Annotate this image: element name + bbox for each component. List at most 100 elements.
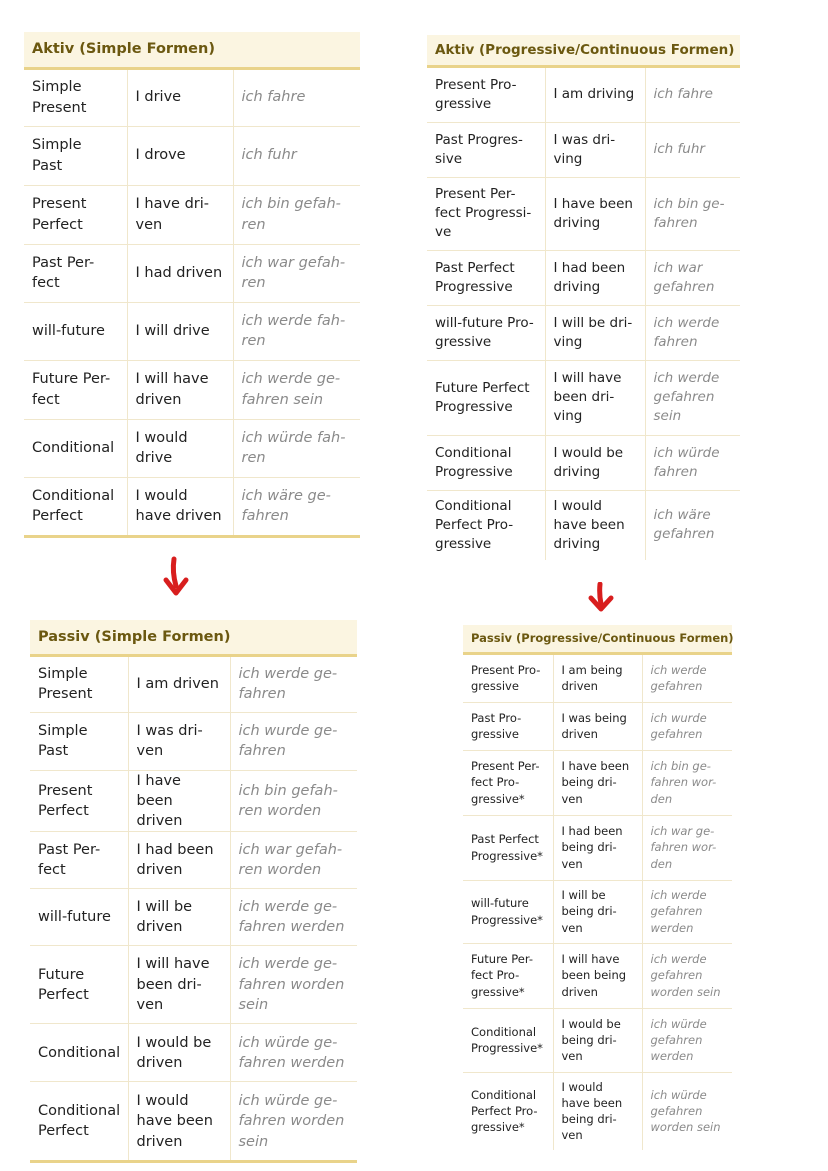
table-title: Passiv (Progressive/Continuous Formen) <box>463 625 734 655</box>
german-cell: ich werde ge- fahren worden sein <box>229 945 358 1025</box>
english-cell: I would drive <box>126 419 233 478</box>
table-row: Conditional Perfect Pro- gressive I would… <box>427 490 741 560</box>
passiv-simple-table: Passiv (Simple Formen) Simple Present I am… <box>30 620 358 1164</box>
table-row: Present Per- fect Progressi- ve I have be… <box>427 177 741 251</box>
english-cell: I was dri- ving <box>544 122 645 178</box>
aktiv-simple-table: Aktiv (Simple Formen) Simple Present I dri… <box>24 32 360 538</box>
term-cell: Past Progres- sive <box>427 122 545 178</box>
term-cell: Simple Past <box>30 712 128 771</box>
term-cell: Past Per- fect <box>24 244 127 303</box>
table-row: Conditional Progressive* I would be being… <box>463 1008 732 1073</box>
english-cell: I drive <box>126 68 233 127</box>
english-cell: I am driven <box>127 655 230 713</box>
table-row: Simple Present I drive ich fahre <box>24 68 360 127</box>
english-cell: I would be driving <box>544 435 645 491</box>
german-cell: ich werde fah- ren <box>232 302 360 361</box>
table-row: Conditional Perfect Pro- gressive* I woul… <box>463 1072 732 1150</box>
table-row: Conditional Perfect I would have been dri… <box>30 1081 358 1164</box>
german-cell: ich bin gefah- ren worden <box>229 770 358 833</box>
german-cell: ich bin ge- fahren <box>644 177 741 251</box>
term-cell: Present Pro- gressive <box>427 66 545 123</box>
term-cell: Present Per- fect Pro- gressive* <box>463 750 553 816</box>
table-row: Future Perfect I will have been dri- ven i… <box>30 945 358 1025</box>
german-cell: ich werde ge- fahren werden <box>229 888 358 947</box>
german-cell: ich war gefah- ren worden <box>229 831 358 890</box>
german-cell: ich werde gefahren <box>641 653 732 703</box>
english-cell: I have been driven <box>127 770 230 833</box>
term-cell: Present Per- fect Progressi- ve <box>427 177 545 251</box>
german-cell: ich werde gefahren werden <box>641 880 732 944</box>
term-cell: Simple Present <box>24 68 127 127</box>
german-cell: ich fuhr <box>644 122 741 178</box>
english-cell: I would have been driving <box>544 490 645 560</box>
table-row: Conditional Perfect I would have driven ic… <box>24 477 360 538</box>
english-cell: I was being driven <box>552 702 642 751</box>
table-row: Future Perfect Progressive I will have be… <box>427 360 741 436</box>
german-cell: ich würde fahren <box>644 435 741 491</box>
term-cell: Future Perfect Progressive <box>427 360 545 436</box>
english-cell: I would have been driven <box>127 1081 230 1164</box>
table-row: Conditional I would be driven ich würde ge… <box>30 1023 358 1083</box>
german-cell: ich werde gefahren sein <box>644 360 741 436</box>
english-cell: I will drive <box>126 302 233 361</box>
english-cell: I will be being dri- ven <box>552 880 642 944</box>
table-row: will-future I will be driven ich werde ge-… <box>30 888 358 947</box>
english-cell: I will have been being driven <box>552 943 642 1009</box>
term-cell: Past Per- fect <box>30 831 128 890</box>
german-cell: ich würde gefahren werden <box>641 1008 732 1073</box>
table-row: Future Per- fect I will have driven ich we… <box>24 360 360 420</box>
german-cell: ich wurde ge- fahren <box>229 712 358 771</box>
table-row: Conditional I would drive ich würde fah- r… <box>24 419 360 478</box>
aktiv-progressive-table: Aktiv (Progressive/Continuous Formen) Pre… <box>427 35 741 560</box>
table-row: will-future Pro- gressive I will be dri- … <box>427 305 741 361</box>
english-cell: I had driven <box>126 244 233 303</box>
table-row: Conditional Progressive I would be drivin… <box>427 435 741 491</box>
english-cell: I would be being dri- ven <box>552 1008 642 1073</box>
english-cell: I have dri- ven <box>126 185 233 245</box>
term-cell: Past Perfect Progressive* <box>463 815 553 881</box>
english-cell: I would be driven <box>127 1023 230 1083</box>
english-cell: I am driving <box>544 66 645 123</box>
table-row: Past Pro- gressive I was being driven ich … <box>463 702 732 751</box>
german-cell: ich würde fah- ren <box>232 419 360 478</box>
english-cell: I had been being dri- ven <box>552 815 642 881</box>
table-row: Simple Present I am driven ich werde ge- f… <box>30 655 358 713</box>
german-cell: ich war gefahren <box>644 250 741 306</box>
term-cell: Conditional <box>30 1023 128 1083</box>
term-cell: Conditional Progressive* <box>463 1008 553 1073</box>
table-title: Passiv (Simple Formen) <box>30 620 358 657</box>
table-row: will-future Progressive* I will be being … <box>463 880 732 944</box>
term-cell: Conditional Perfect <box>24 477 127 538</box>
term-cell: Conditional Perfect Pro- gressive* <box>471 1088 538 1135</box>
term-cell: Future Per- fect <box>24 360 127 420</box>
german-cell: ich werde ge- fahren <box>229 655 358 713</box>
table-row: Past Per- fect I had been driven ich war g… <box>30 831 358 890</box>
english-cell: I had been driving <box>544 250 645 306</box>
term-cell: Conditional Perfect <box>30 1081 128 1164</box>
down-arrow-icon <box>588 582 614 612</box>
term-cell: Future Perfect <box>30 945 128 1025</box>
german-cell: ich bin gefah- ren <box>232 185 360 245</box>
german-cell: ich bin ge- fahren wor- den <box>641 750 732 816</box>
english-cell: I will have been dri- ven <box>127 945 230 1025</box>
table-row: Present Per- fect Pro- gressive* I have b… <box>463 750 732 816</box>
table-row: will-future I will drive ich werde fah- re… <box>24 302 360 361</box>
english-cell: I have been driving <box>544 177 645 251</box>
german-cell: ich fahre <box>232 68 360 127</box>
table-row: Present Perfect I have been driven ich bin… <box>30 770 358 833</box>
german-cell: ich fahre <box>644 66 741 123</box>
term-cell: will-future Pro- gressive <box>427 305 545 361</box>
table-row: Past Perfect Progressive I had been drivi… <box>427 250 741 306</box>
term-cell: Past Perfect Progressive <box>427 250 545 306</box>
german-cell: ich wäre ge- fahren <box>232 477 360 538</box>
term-cell: Simple Present <box>30 655 128 713</box>
table-row: Past Per- fect I had driven ich war gefah-… <box>24 244 360 303</box>
german-cell: ich würde ge- fahren worden sein <box>229 1081 358 1164</box>
english-cell: I will have driven <box>126 360 233 420</box>
german-cell: ich fuhr <box>232 126 360 186</box>
english-cell: I had been driven <box>127 831 230 890</box>
german-cell: ich war ge- fahren wor- den <box>641 815 732 881</box>
english-cell: I am being driven <box>552 653 642 703</box>
table-title: Aktiv (Simple Formen) <box>24 32 360 70</box>
term-cell: Simple Past <box>24 126 127 186</box>
